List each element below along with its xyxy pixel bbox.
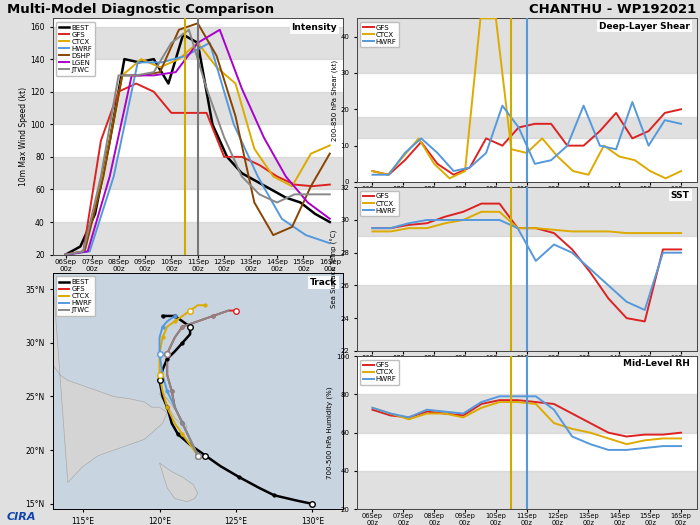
Text: CHANTHU - WP192021: CHANTHU - WP192021 bbox=[529, 3, 696, 16]
Text: SST: SST bbox=[671, 191, 690, 200]
Bar bbox=[52, 157, 343, 190]
Bar bbox=[52, 27, 343, 59]
Text: Deep-Layer Shear: Deep-Layer Shear bbox=[598, 22, 690, 30]
Text: Intensity: Intensity bbox=[292, 23, 337, 32]
Bar bbox=[357, 187, 696, 236]
Polygon shape bbox=[160, 463, 197, 502]
Bar bbox=[52, 92, 343, 124]
Legend: GFS, CTCX, HWRF: GFS, CTCX, HWRF bbox=[360, 191, 400, 216]
Text: Track: Track bbox=[310, 278, 337, 287]
Legend: GFS, CTCX, HWRF: GFS, CTCX, HWRF bbox=[360, 22, 400, 47]
Legend: BEST, GFS, CTCX, HWRF, DSHP, LGEN, JTWC: BEST, GFS, CTCX, HWRF, DSHP, LGEN, JTWC bbox=[56, 22, 95, 76]
Y-axis label: 700-500 hPa Humidity (%): 700-500 hPa Humidity (%) bbox=[327, 386, 333, 479]
Y-axis label: 10m Max Wind Speed (kt): 10m Max Wind Speed (kt) bbox=[19, 87, 27, 186]
Y-axis label: Sea Surface Temp (°C): Sea Surface Temp (°C) bbox=[330, 230, 337, 308]
Bar bbox=[357, 117, 696, 139]
Text: CIRA: CIRA bbox=[7, 512, 36, 522]
Bar bbox=[357, 471, 696, 509]
Bar bbox=[357, 286, 696, 351]
Text: Multi-Model Diagnostic Comparison: Multi-Model Diagnostic Comparison bbox=[7, 3, 274, 16]
Bar bbox=[52, 222, 343, 255]
Text: Mid-Level RH: Mid-Level RH bbox=[623, 359, 690, 368]
Bar bbox=[357, 394, 696, 433]
Polygon shape bbox=[52, 273, 167, 482]
Legend: GFS, CTCX, HWRF: GFS, CTCX, HWRF bbox=[360, 360, 400, 385]
Bar bbox=[357, 18, 696, 73]
Y-axis label: 200-850 hPa Shear (kt): 200-850 hPa Shear (kt) bbox=[331, 60, 337, 141]
Polygon shape bbox=[160, 393, 187, 429]
Legend: BEST, GFS, CTCX, HWRF, JTWC: BEST, GFS, CTCX, HWRF, JTWC bbox=[56, 277, 95, 316]
